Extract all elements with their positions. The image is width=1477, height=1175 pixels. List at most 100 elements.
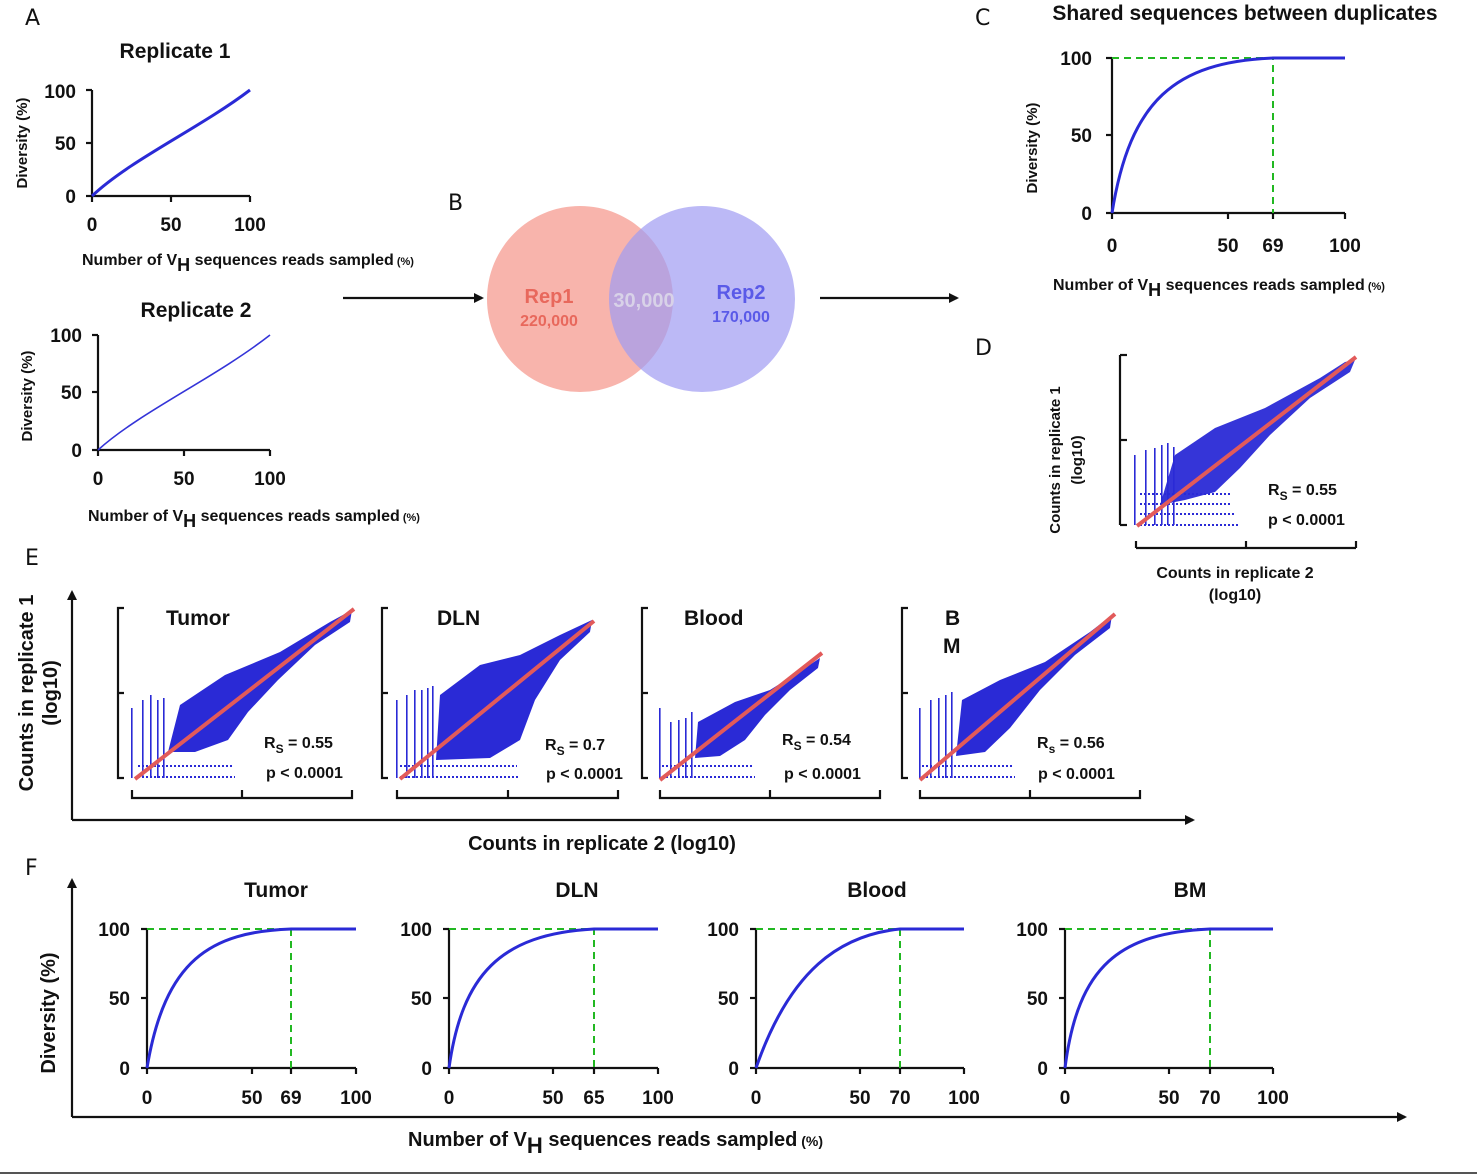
c-xtick-100: 100 xyxy=(1329,236,1361,257)
f-bm-ytick-50: 50 xyxy=(1027,989,1048,1010)
a2-ylabel: Diversity (%) xyxy=(19,351,36,442)
f-blood-ytick-50: 50 xyxy=(718,989,739,1010)
e-blood-title: Blood xyxy=(684,607,743,630)
e-blood-col-5 xyxy=(691,712,693,778)
e-bm-col-5 xyxy=(951,692,953,778)
a2-xtick-50: 50 xyxy=(173,469,194,490)
a2-ytick-100: 100 xyxy=(50,326,82,347)
rep1-name: Rep1 xyxy=(525,286,574,308)
f-tumor-ytick-0: 0 xyxy=(119,1059,130,1080)
panel-label-c: C xyxy=(975,6,990,31)
e-tumor-col-3 xyxy=(150,695,152,778)
rep2-count: 170,000 xyxy=(712,309,770,326)
c-ytick-100: 100 xyxy=(1060,49,1092,70)
f-bm-ytick-100: 100 xyxy=(1016,920,1048,941)
e-dln-pvalue: p < 0.0001 xyxy=(546,766,623,783)
f-plot-dln: DLN 100 50 0 0 50 65 100 xyxy=(400,879,674,1109)
a2-ytick-50: 50 xyxy=(61,383,82,404)
f-blood-guide xyxy=(756,928,901,1068)
e-tumor-rs: RS = 0.55 xyxy=(264,735,333,756)
panel-d: RS = 0.55 p < 0.0001 Counts in replicate… xyxy=(1047,353,1358,604)
a1-xtick-50: 50 xyxy=(160,215,181,236)
replicate-2-title: Replicate 2 xyxy=(141,299,252,322)
f-tumor-xtick-50: 50 xyxy=(241,1088,262,1109)
e-blood-col-4 xyxy=(685,718,687,778)
e-plot-tumor: Tumor RS = 0.55 p < 0.0001 xyxy=(116,606,356,800)
panel-label-b: B xyxy=(448,191,463,216)
e-bm-title-line2: M xyxy=(943,635,961,658)
panel-c-title: Shared sequences between duplicates xyxy=(1052,2,1437,25)
e-dln-col-3 xyxy=(414,690,416,778)
a1-ylabel: Diversity (%) xyxy=(14,98,31,189)
f-ylabel: Diversity (%) xyxy=(38,952,60,1073)
e-bm-col-4 xyxy=(945,695,947,778)
e-dln-col-2 xyxy=(406,695,408,778)
f-tumor-xtick-100: 100 xyxy=(340,1088,372,1109)
e-dln-rs: RS = 0.7 xyxy=(545,737,605,758)
f-blood-xtick-100: 100 xyxy=(948,1088,980,1109)
e-bm-rs: Rs = 0.56 xyxy=(1037,735,1105,756)
f-bm-xtick-70: 70 xyxy=(1199,1088,1220,1109)
e-tumor-col-5 xyxy=(163,698,165,778)
panel-label-f: F xyxy=(25,856,38,881)
f-dln-xtick-50: 50 xyxy=(542,1088,563,1109)
f-xlabel: Number of VH sequences reads sampled (%) xyxy=(408,1129,823,1158)
f-bm-xtick-50: 50 xyxy=(1158,1088,1179,1109)
a1-xlabel: Number of VH sequences reads sampled (%) xyxy=(82,252,414,275)
panel-f: Diversity (%) Number of VH sequences rea… xyxy=(38,878,1407,1158)
f-bm-xtick-100: 100 xyxy=(1257,1088,1289,1109)
a2-xtick-100: 100 xyxy=(254,469,286,490)
e-dln-title: DLN xyxy=(437,607,480,630)
d-scatter xyxy=(1134,355,1358,528)
e-plot-blood: Blood RS = 0.54 p < 0.0001 xyxy=(640,606,882,800)
f-bm-xtick-0: 0 xyxy=(1060,1088,1071,1109)
f-blood-ytick-100: 100 xyxy=(707,920,739,941)
c-saturation-curve xyxy=(1110,56,1345,214)
e-dln-diagonal xyxy=(398,619,596,781)
f-dln-xtick-0: 0 xyxy=(444,1088,455,1109)
a1-ytick-0: 0 xyxy=(65,187,76,208)
a1-ytick-100: 100 xyxy=(44,82,76,103)
e-dln-col-5 xyxy=(427,688,429,778)
f-blood-ytick-0: 0 xyxy=(728,1059,739,1080)
d-ylabel-line1: Counts in replicate 1 xyxy=(1047,386,1064,534)
e-tumor-col-1 xyxy=(131,708,133,778)
f-dln-curve xyxy=(447,927,658,1069)
c-xlabel: Number of VH sequences reads sampled (%) xyxy=(1053,277,1385,300)
panel-label-e: E xyxy=(25,546,39,571)
f-plot-bm: BM 100 50 0 0 50 70 100 xyxy=(1016,879,1289,1109)
f-bm-ytick-0: 0 xyxy=(1037,1059,1048,1080)
e-ylabel-line1: Counts in replicate 1 xyxy=(16,595,38,792)
replicate-1-title: Replicate 1 xyxy=(120,40,231,63)
a2-xlabel: Number of VH sequences reads sampled (%) xyxy=(88,508,420,531)
d-diagonal xyxy=(1135,355,1358,528)
d-xlabel-line1: Counts in replicate 2 xyxy=(1156,565,1313,582)
f-dln-ytick-50: 50 xyxy=(411,989,432,1010)
e-tumor-title: Tumor xyxy=(166,607,230,630)
f-tumor-title: Tumor xyxy=(244,879,308,902)
e-bm-col-1 xyxy=(919,708,921,778)
e-dln-col-6 xyxy=(432,686,434,778)
d-column-3 xyxy=(1154,448,1156,525)
f-bm-guide xyxy=(1065,928,1211,1068)
f-tumor-curve xyxy=(145,927,356,1069)
e-bm-title-line1: B xyxy=(945,607,960,630)
overlap-count: 30,000 xyxy=(613,290,674,312)
a1-xtick-100: 100 xyxy=(234,215,266,236)
f-dln-ytick-0: 0 xyxy=(421,1059,432,1080)
panel-label-a: A xyxy=(25,6,40,31)
d-column-2 xyxy=(1145,450,1147,525)
e-ylabel-line2: (log10) xyxy=(40,660,62,726)
d-column-1 xyxy=(1134,455,1136,525)
e-bm-col-3 xyxy=(938,698,940,778)
rep2-name: Rep2 xyxy=(717,282,766,304)
e-bm-diagonal xyxy=(918,612,1117,782)
e-dln-col-1 xyxy=(396,700,398,778)
f-dln-guide xyxy=(449,928,595,1068)
f-blood-curve xyxy=(754,927,964,1069)
d-xlabel-line2: (log10) xyxy=(1209,587,1261,604)
e-blood-col-1 xyxy=(659,708,661,778)
rep2-circle xyxy=(609,206,795,392)
f-plot-tumor: Tumor 100 50 0 0 50 69 100 xyxy=(98,879,372,1109)
